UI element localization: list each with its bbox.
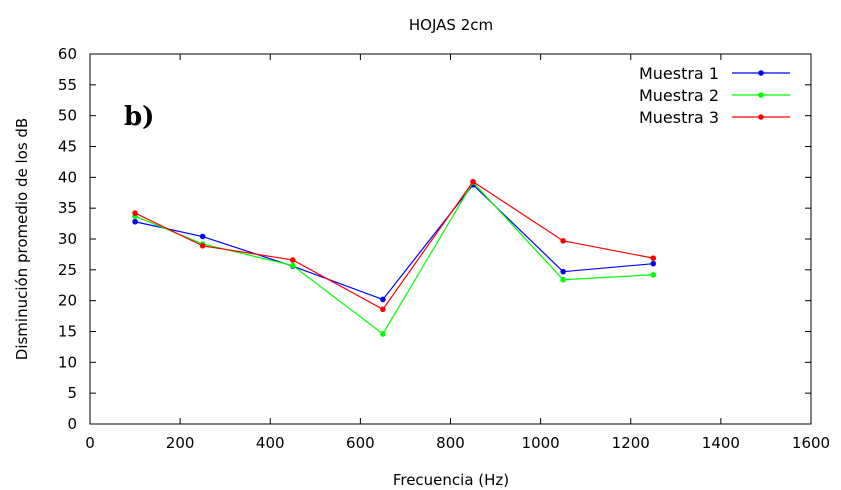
x-tick-label: 1000 <box>522 434 560 452</box>
legend-swatch-marker <box>758 92 764 98</box>
data-point <box>380 296 386 303</box>
series-layer <box>132 178 657 337</box>
legend-label: Muestra 3 <box>639 108 719 127</box>
data-point <box>650 260 657 267</box>
x-tick-label: 0 <box>85 434 95 452</box>
legend-label: Muestra 2 <box>639 86 719 105</box>
y-tick-label: 20 <box>58 292 77 310</box>
series-2 <box>132 179 657 337</box>
y-tick-label: 60 <box>58 45 77 63</box>
data-point <box>289 262 296 269</box>
data-point <box>380 331 386 337</box>
data-point <box>650 271 657 278</box>
y-tick-label: 50 <box>58 107 77 125</box>
x-tick-label: 800 <box>436 434 465 452</box>
y-tick-label: 30 <box>58 230 77 248</box>
y-tick-label: 35 <box>58 199 77 217</box>
chart-title: HOJAS 2cm <box>409 16 493 34</box>
panel-label: b) <box>124 102 154 132</box>
data-point <box>132 210 138 216</box>
legend-swatch-marker <box>758 70 764 76</box>
series-1 <box>132 181 657 303</box>
series-line <box>134 180 654 311</box>
x-axis-title: Frecuencia (Hz) <box>393 471 509 489</box>
x-tick-label: 400 <box>256 434 285 452</box>
y-tick-label: 40 <box>58 168 77 186</box>
y-tick-label: 10 <box>58 353 77 371</box>
y-tick-label: 45 <box>58 138 77 156</box>
x-tick-label: 1400 <box>702 434 740 452</box>
data-point <box>560 276 566 283</box>
x-tick-label: 200 <box>166 434 195 452</box>
y-axis-title: Disminución promedio de los dB <box>13 118 31 360</box>
x-tick-label: 1600 <box>792 434 830 452</box>
legend: Muestra 1 Muestra 2 Muestra 3 <box>639 64 790 127</box>
y-tick-label: 0 <box>67 415 77 433</box>
data-point <box>560 238 566 244</box>
legend-label: Muestra 1 <box>639 64 719 83</box>
data-point <box>380 306 386 313</box>
data-point <box>650 255 657 261</box>
data-point <box>289 257 296 263</box>
y-tick-label: 15 <box>58 323 77 341</box>
x-tick-label: 1200 <box>612 434 650 452</box>
y-tick-label: 55 <box>58 76 77 94</box>
data-point <box>470 178 476 185</box>
data-point <box>199 242 206 249</box>
data-point <box>199 233 206 240</box>
series-line <box>134 181 654 335</box>
series-line <box>134 183 654 301</box>
y-tick-label: 5 <box>67 384 77 402</box>
y-tick-label: 25 <box>58 261 77 279</box>
x-tick-label: 600 <box>346 434 375 452</box>
data-point <box>560 268 566 275</box>
axis-ticks: 0 200 400 600 800 1000 1200 1400 1600 0 5 10 15 20 25 3… <box>58 45 830 452</box>
data-point <box>132 218 138 225</box>
legend-swatch-marker <box>758 114 764 120</box>
series-3 <box>132 178 657 313</box>
